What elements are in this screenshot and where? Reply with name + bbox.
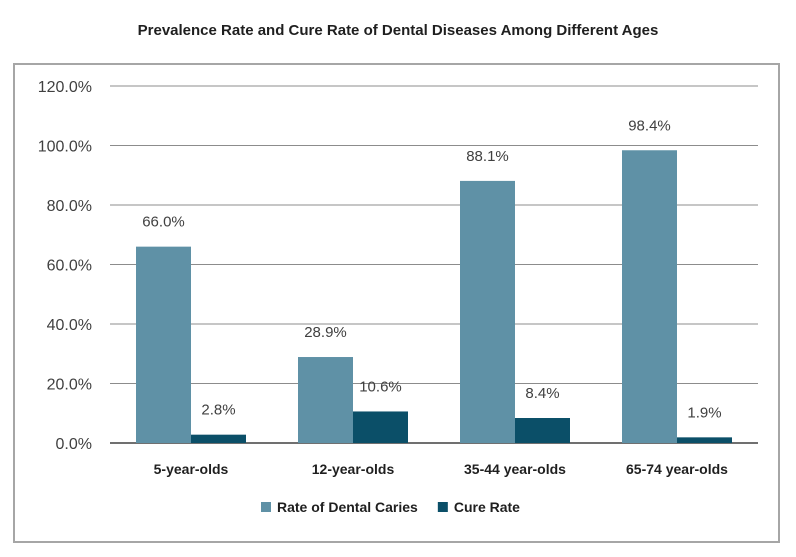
y-tick-label: 60.0% bbox=[47, 258, 92, 275]
y-tick-label: 20.0% bbox=[47, 377, 92, 394]
y-tick-label: 0.0% bbox=[56, 436, 92, 453]
bar-cure-rate bbox=[353, 411, 408, 443]
data-label: 88.1% bbox=[466, 148, 509, 165]
bar-dental-caries bbox=[460, 180, 515, 443]
y-tick-label: 80.0% bbox=[47, 198, 92, 215]
x-category-label: 12-year-olds bbox=[312, 461, 395, 477]
x-axis-categories: 5-year-olds 12-year-olds 35-44 year-olds 65… bbox=[154, 461, 729, 477]
legend-swatch bbox=[261, 502, 271, 512]
bar-dental-caries bbox=[298, 357, 353, 443]
legend: Rate of Dental Caries Cure Rate bbox=[261, 499, 520, 515]
data-labels: 66.0% 2.8% 28.9% 10.6% 88.1% 8.4% 98.4% 1.9% bbox=[142, 117, 721, 421]
bar-dental-caries bbox=[136, 246, 191, 443]
bar-cure-rate bbox=[191, 434, 246, 443]
legend-label: Cure Rate bbox=[454, 499, 520, 515]
y-tick-label: 120.0% bbox=[38, 79, 92, 96]
bars bbox=[136, 150, 732, 443]
data-label: 66.0% bbox=[142, 214, 185, 231]
data-label: 10.6% bbox=[359, 378, 402, 395]
legend-item: Cure Rate bbox=[437, 499, 520, 515]
bar-cure-rate bbox=[515, 418, 570, 443]
data-label: 8.4% bbox=[525, 385, 559, 402]
y-tick-label: 40.0% bbox=[47, 317, 92, 334]
x-category-label: 35-44 year-olds bbox=[464, 461, 566, 477]
y-tick-label: 100.0% bbox=[38, 139, 92, 156]
data-label: 2.8% bbox=[201, 402, 235, 419]
bar-dental-caries bbox=[622, 150, 677, 443]
legend-swatch bbox=[437, 502, 448, 512]
data-label: 1.9% bbox=[687, 404, 721, 421]
x-category-label: 5-year-olds bbox=[154, 461, 229, 477]
x-category-label: 65-74 year-olds bbox=[626, 461, 728, 477]
legend-item: Rate of Dental Caries bbox=[261, 499, 418, 515]
legend-label: Rate of Dental Caries bbox=[277, 499, 418, 515]
y-axis-ticks: 0.0% 20.0% 40.0% 60.0% 80.0% 100.0% 120.0% bbox=[38, 79, 92, 453]
chart-title: Prevalence Rate and Cure Rate of Dental … bbox=[137, 22, 659, 39]
data-label: 98.4% bbox=[628, 117, 671, 134]
bar-cure-rate bbox=[677, 437, 732, 443]
data-label: 28.9% bbox=[304, 324, 347, 341]
